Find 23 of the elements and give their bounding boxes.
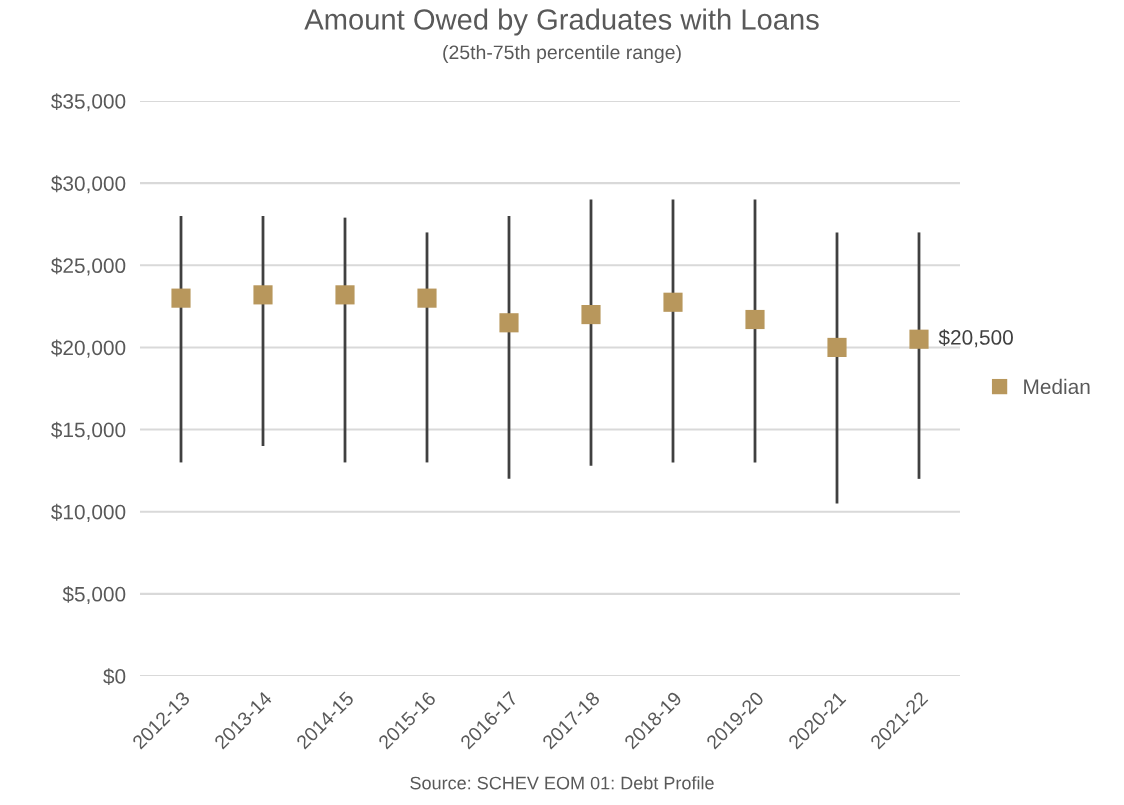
legend-label: Median — [1024, 378, 1090, 395]
point — [499, 313, 519, 333]
point — [171, 288, 191, 308]
y-tick-label: $10,000 — [51, 503, 126, 522]
y-tick-label: $35,000 — [51, 93, 126, 112]
y-tick-label: $25,000 — [51, 257, 126, 276]
point — [417, 288, 437, 308]
y-tick-label: $15,000 — [51, 421, 126, 440]
point — [827, 337, 847, 357]
y-tick-label: $30,000 — [51, 175, 126, 194]
y-tick-label: $5,000 — [62, 585, 126, 605]
point — [253, 285, 273, 305]
y-tick-label: $0 — [103, 668, 126, 685]
point — [909, 329, 929, 349]
point — [581, 305, 601, 325]
point — [335, 285, 355, 305]
y-tick-label: $20,000 — [51, 339, 126, 358]
point — [745, 309, 765, 330]
source-note: Source: SCHEV EOM 01: Debt Profile — [410, 776, 714, 790]
chart-title: Amount Owed by Graduates with Loans — [304, 8, 819, 36]
data-label: $20,500 — [938, 329, 1013, 348]
point — [663, 292, 683, 312]
chart-subtitle: (25th-75th percentile range) — [443, 44, 681, 64]
